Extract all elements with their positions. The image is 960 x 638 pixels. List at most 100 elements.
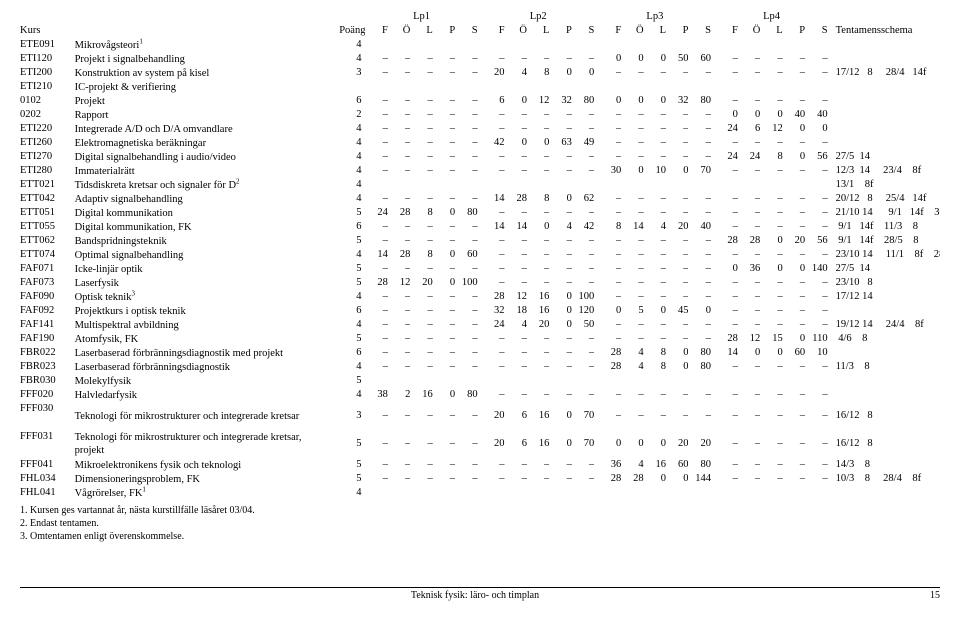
value-cell: – xyxy=(433,136,455,150)
value-cell: – xyxy=(365,136,387,150)
value-cell xyxy=(738,80,760,94)
value-cell: – xyxy=(621,402,643,430)
value-cell: – xyxy=(688,262,710,276)
value-cell xyxy=(644,80,666,94)
value-cell: – xyxy=(365,430,387,458)
value-cell: – xyxy=(549,108,571,122)
value-cell: – xyxy=(365,52,387,66)
value-cell: – xyxy=(760,360,782,374)
value-cell xyxy=(388,374,410,388)
value-cell: 14 xyxy=(365,248,387,262)
value-cell: 10 xyxy=(805,346,827,360)
value-cell: 56 xyxy=(805,150,827,164)
value-cell xyxy=(644,486,666,500)
value-cell: 0 xyxy=(738,108,760,122)
value-cell: – xyxy=(715,388,737,402)
course-name: Bandspridningsteknik xyxy=(72,234,330,248)
value-cell: – xyxy=(527,276,549,290)
value-cell: – xyxy=(715,192,737,206)
value-cell xyxy=(527,374,549,388)
value-cell: – xyxy=(644,290,666,304)
value-cell: – xyxy=(410,220,432,234)
value-cell: 70 xyxy=(572,430,594,458)
value-cell: – xyxy=(410,122,432,136)
course-code: ETT042 xyxy=(20,192,72,206)
value-cell: 28 xyxy=(621,472,643,486)
value-cell: – xyxy=(644,402,666,430)
course-name: Molekylfysik xyxy=(72,374,330,388)
credits: 5 xyxy=(330,472,366,486)
course-name: Teknologi för mikrostrukturer och integr… xyxy=(72,430,330,458)
course-code: ETT021 xyxy=(20,178,72,192)
value-cell xyxy=(549,486,571,500)
value-cell: 60 xyxy=(783,346,805,360)
value-cell: – xyxy=(715,290,737,304)
value-cell: – xyxy=(738,318,760,332)
value-cell: – xyxy=(783,458,805,472)
value-cell: 0 xyxy=(527,220,549,234)
value-cell: – xyxy=(621,122,643,136)
value-cell: – xyxy=(760,248,782,262)
value-cell: 110 xyxy=(805,332,827,346)
value-cell: – xyxy=(505,164,527,178)
value-cell: – xyxy=(760,402,782,430)
course-name: Adaptiv signalbehandling xyxy=(72,192,330,206)
value-cell: – xyxy=(549,234,571,248)
value-cell: 24 xyxy=(365,206,387,220)
value-cell: – xyxy=(738,136,760,150)
value-cell: – xyxy=(549,206,571,220)
table-row: ETT042Adaptiv signalbehandling4–––––1428… xyxy=(20,192,940,206)
value-cell: – xyxy=(410,262,432,276)
page-number: 15 xyxy=(930,590,940,601)
value-cell: 0 xyxy=(572,66,594,80)
value-cell: – xyxy=(388,234,410,248)
value-cell: – xyxy=(549,360,571,374)
value-cell: 12 xyxy=(505,290,527,304)
value-cell: – xyxy=(549,150,571,164)
value-cell xyxy=(482,374,504,388)
course-code: FFF041 xyxy=(20,458,72,472)
value-cell: – xyxy=(410,346,432,360)
value-cell: – xyxy=(738,430,760,458)
value-cell: – xyxy=(599,318,621,332)
exam-schedule: 16/12 8 xyxy=(828,430,940,458)
value-cell: 36 xyxy=(738,262,760,276)
value-cell: 0 xyxy=(599,94,621,108)
credits: 6 xyxy=(330,220,366,234)
table-row: FHL034Dimensioneringsproblem, FK5–––––––… xyxy=(20,472,940,486)
value-cell: – xyxy=(455,220,477,234)
value-cell: – xyxy=(688,122,710,136)
value-cell: – xyxy=(365,164,387,178)
table-row: ETE091Mikrovågsteori14 xyxy=(20,38,940,52)
value-cell xyxy=(482,80,504,94)
value-cell xyxy=(572,38,594,52)
value-cell: – xyxy=(599,122,621,136)
table-row: FFF020Halvledarfysik438216080–––––––––––… xyxy=(20,388,940,402)
value-cell: 80 xyxy=(688,94,710,108)
value-cell: – xyxy=(715,206,737,220)
footnote: 2. Endast tentamen. xyxy=(20,517,940,530)
value-cell: 18 xyxy=(505,304,527,318)
lp3-header: Lp3 xyxy=(599,10,711,24)
value-cell: – xyxy=(599,276,621,290)
value-cell: – xyxy=(527,332,549,346)
value-cell: 100 xyxy=(455,276,477,290)
value-cell: – xyxy=(505,262,527,276)
value-cell xyxy=(783,80,805,94)
value-cell: – xyxy=(599,108,621,122)
value-cell: – xyxy=(599,136,621,150)
table-row: FAF092Projektkurs i optisk teknik6–––––3… xyxy=(20,304,940,318)
value-cell xyxy=(505,38,527,52)
value-cell: – xyxy=(455,290,477,304)
course-name: Dimensioneringsproblem, FK xyxy=(72,472,330,486)
credits: 5 xyxy=(330,374,366,388)
value-cell xyxy=(505,80,527,94)
value-cell: – xyxy=(365,234,387,248)
value-cell: – xyxy=(599,402,621,430)
value-cell: – xyxy=(455,192,477,206)
value-cell: – xyxy=(666,136,688,150)
exam-schedule: 12/3 14 23/4 8f xyxy=(828,164,940,178)
value-cell: 0 xyxy=(715,108,737,122)
credits xyxy=(330,80,366,94)
table-row: FFF031Teknologi för mikrostrukturer och … xyxy=(20,430,940,458)
